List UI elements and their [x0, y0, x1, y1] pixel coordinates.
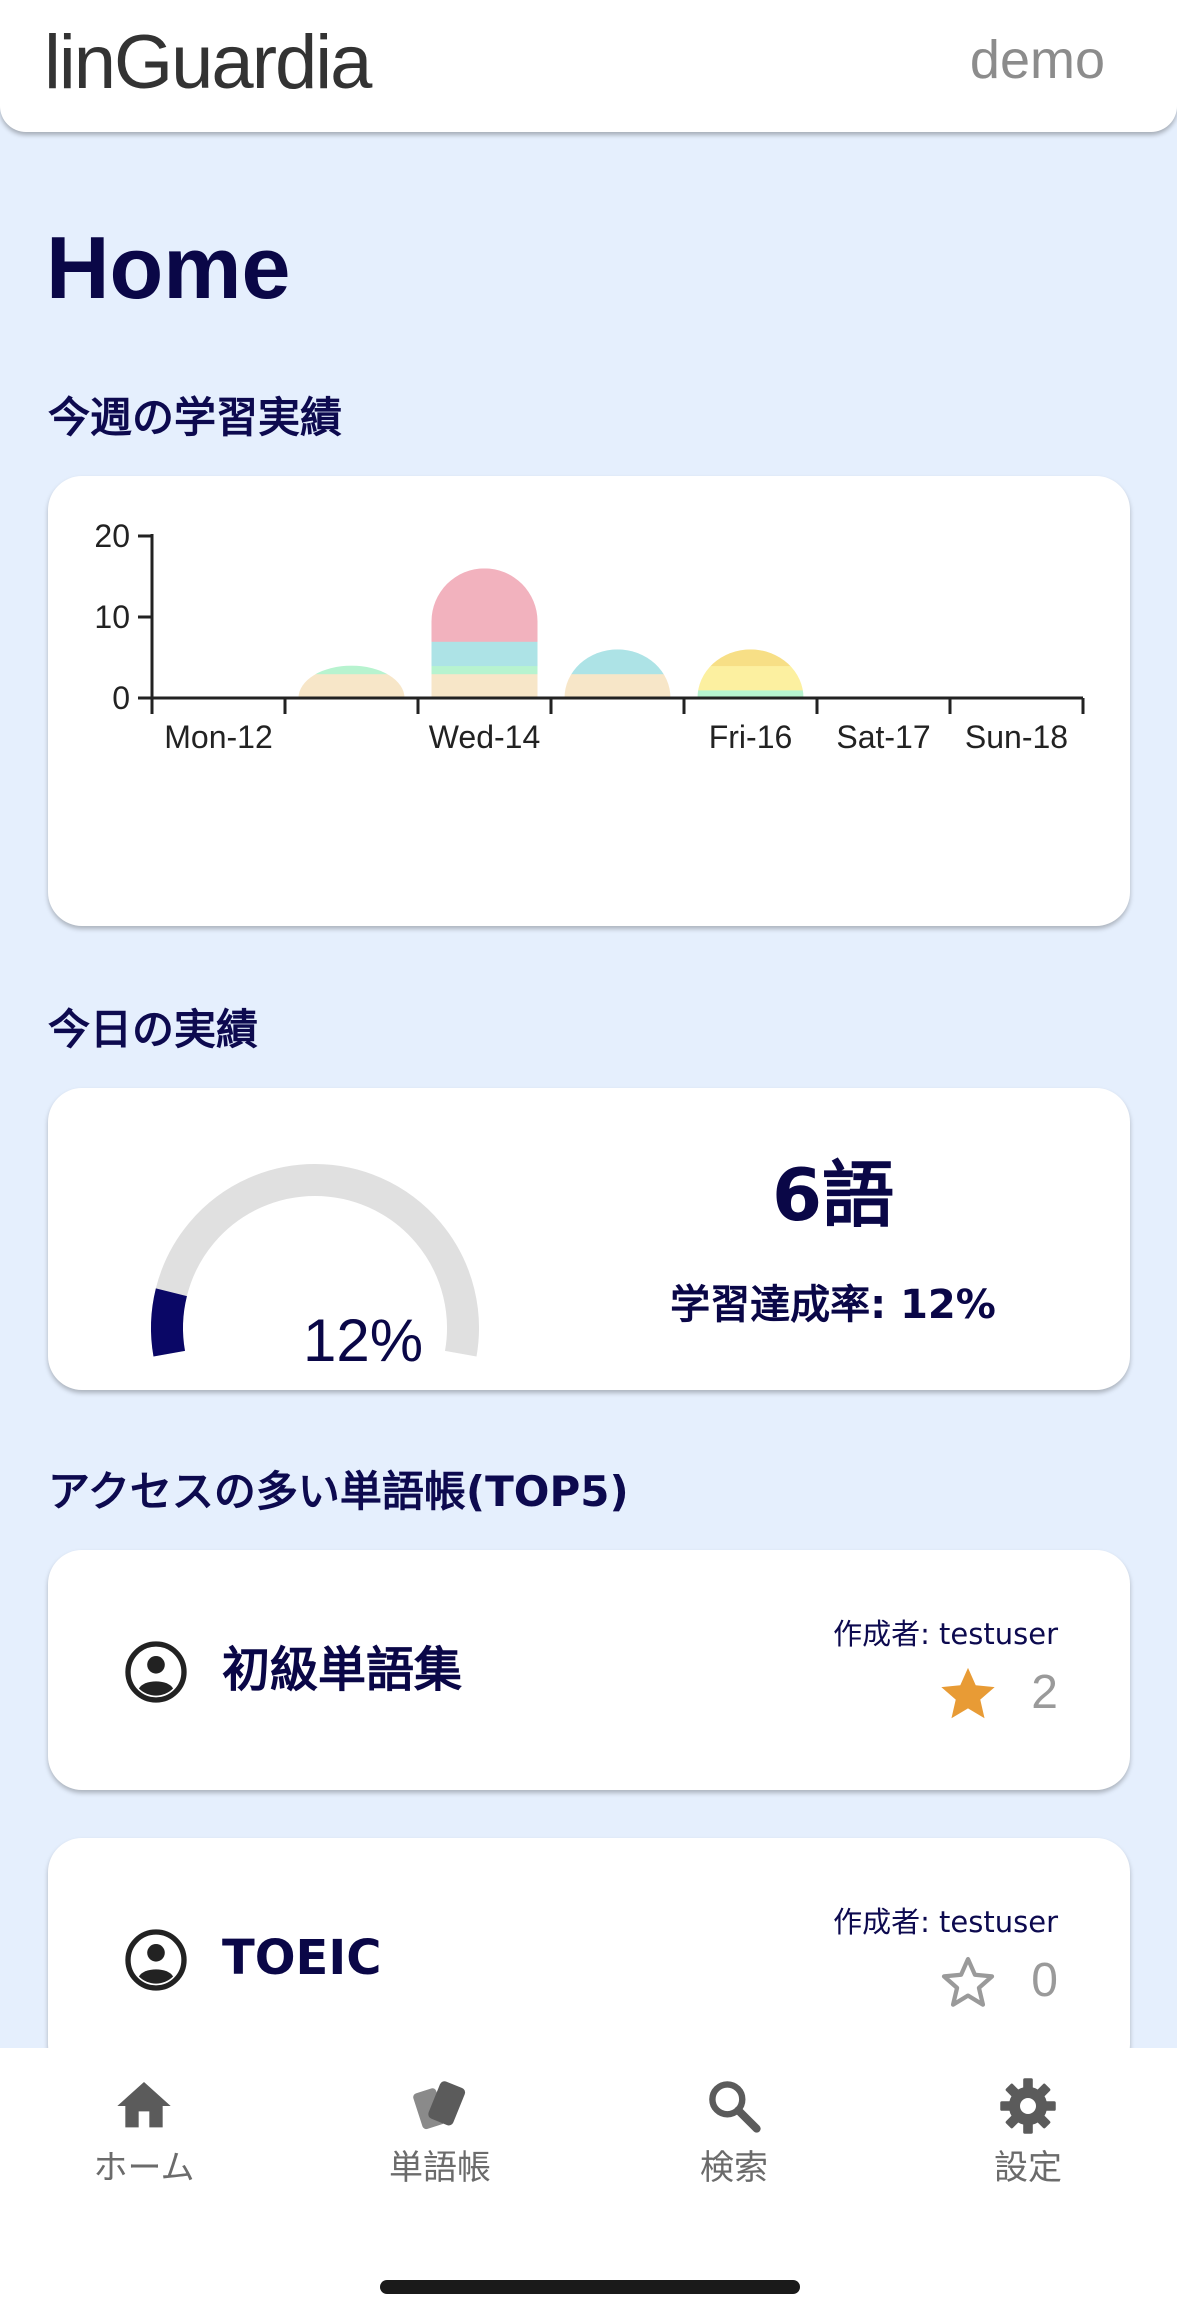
wordbook-card[interactable]: 初級単語集 作成者: testuser 2 [48, 1550, 1130, 1790]
star-outline-icon[interactable] [936, 1950, 1000, 2014]
search-icon [709, 2081, 761, 2133]
bar-segment [431, 673, 538, 698]
bar-segment [697, 689, 804, 698]
bar-segment [564, 649, 671, 675]
x-tick-label: Fri-16 [709, 719, 793, 755]
nav-search-label: 検索 [700, 2148, 768, 2188]
x-tick-label: Sat-17 [836, 719, 930, 755]
account-circle-icon [125, 1929, 187, 1991]
nav-settings-label: 設定 [994, 2148, 1062, 2188]
nav-home[interactable]: ホーム [44, 2074, 244, 2190]
home-icon [117, 2082, 171, 2128]
wordbook-author: 作成者: testuser [833, 1617, 1058, 1651]
x-tick-label: Wed-14 [429, 719, 540, 755]
user-name[interactable]: demo [969, 30, 1105, 90]
gear-icon [1000, 2078, 1056, 2134]
bar-segment [298, 665, 405, 675]
weekly-chart-card: 0 10 20 Mon-12 Wed-14 Fri-16 Sat-17 Sun-18 [48, 476, 1130, 926]
weekly-chart: 0 10 20 Mon-12 Wed-14 Fri-16 Sat-17 Sun-18 [94, 518, 1085, 755]
bar-Thu-15 [564, 649, 671, 698]
bar-segment [697, 649, 804, 667]
weekly-section-title: 今週の学習実績 [48, 393, 343, 442]
nav-search[interactable]: 検索 [634, 2074, 834, 2190]
bar-segment [697, 665, 804, 691]
wordbook-card[interactable]: TOEIC 作成者: testuser 0 [48, 1838, 1130, 2078]
bar-segment [431, 568, 538, 642]
app-logo[interactable]: linGuardia [44, 20, 372, 105]
today-word-count: 6語 [771, 1153, 895, 1237]
x-tick-label: Mon-12 [164, 719, 273, 755]
bar-Tue-13 [298, 665, 405, 698]
bar-segment [431, 641, 538, 667]
star-icon[interactable] [936, 1662, 1000, 1726]
gauge-percent-label: 12% [302, 1307, 424, 1374]
y-tick-label: 10 [94, 599, 130, 635]
home-indicator [380, 2280, 800, 2294]
bar-Wed-14 [431, 568, 538, 698]
favorite-count: 2 [1031, 1666, 1058, 1719]
top5-section-title: アクセスの多い単語帳(TOP5) [48, 1467, 629, 1516]
gauge-track [151, 1164, 479, 1357]
today-section-title: 今日の実績 [48, 1005, 259, 1054]
wordbook-author: 作成者: testuser [833, 1905, 1058, 1939]
page-title: Home [46, 218, 291, 317]
progress-gauge [151, 1164, 479, 1357]
bottom-navigation: ホーム 単語帳 検索 設定 [0, 2048, 1177, 2318]
wordbook-name[interactable]: TOEIC [222, 1930, 382, 1986]
y-tick-label: 0 [112, 680, 130, 716]
x-tick-label: Sun-18 [965, 719, 1068, 755]
gauge-fill [151, 1288, 188, 1357]
app-header: linGuardia demo [0, 0, 1177, 132]
bar-segment [564, 673, 671, 698]
today-achievement-rate: 学習達成率: 12% [670, 1282, 996, 1328]
bar-segment [431, 665, 538, 675]
wordbook-name[interactable]: 初級単語集 [222, 1642, 463, 1698]
bar-Fri-16 [697, 649, 804, 698]
account-circle-icon [125, 1641, 187, 1703]
nav-wordbooks[interactable]: 単語帳 [340, 2074, 540, 2190]
nav-home-label: ホーム [93, 2148, 195, 2188]
y-tick-label: 20 [94, 518, 130, 554]
nav-wordbooks-label: 単語帳 [389, 2148, 491, 2188]
cards-icon [413, 2081, 466, 2130]
nav-settings[interactable]: 設定 [928, 2074, 1128, 2190]
favorite-count: 0 [1031, 1954, 1058, 2007]
bar-segment [298, 673, 405, 698]
today-card: 12% 6語 学習達成率: 12% [48, 1088, 1130, 1390]
